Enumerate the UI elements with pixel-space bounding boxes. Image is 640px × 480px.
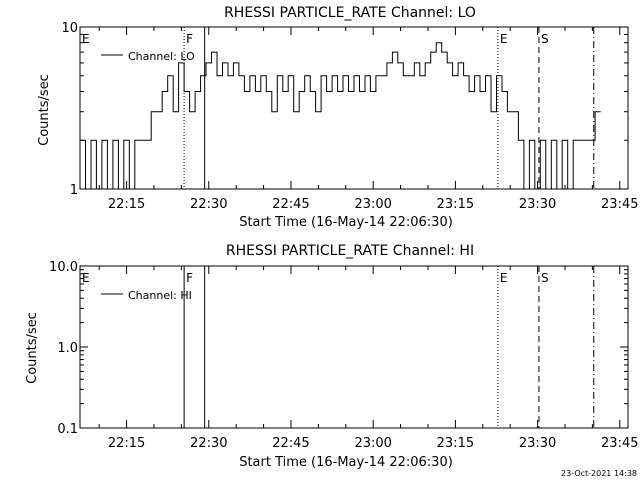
x-tick-label: 23:45	[601, 197, 638, 212]
chart-title-lo: RHESSI PARTICLE_RATE Channel: LO	[224, 5, 476, 21]
x-tick-label: 23:30	[519, 436, 556, 451]
chart-title-hi: RHESSI PARTICLE_RATE Channel: HI	[226, 243, 474, 259]
x-tick-label: 23:30	[519, 197, 556, 212]
x-tick-label: 23:45	[601, 436, 638, 451]
x-tick-label: 23:15	[437, 436, 474, 451]
y-tick-label: 1	[70, 183, 78, 198]
x-tick-label: 22:30	[190, 436, 227, 451]
x-tick-label: 23:00	[354, 197, 391, 212]
event-marker-label: E	[500, 271, 508, 285]
event-marker-label: S	[541, 32, 549, 46]
x-tick-label: 22:15	[108, 436, 145, 451]
x-tick-label: 22:45	[272, 436, 309, 451]
series-line	[80, 42, 601, 190]
panel-lo: RHESSI PARTICLE_RATE Channel: LO Counts/…	[37, 5, 639, 230]
x-tick-label: 23:15	[437, 197, 474, 212]
legend-label: Channel: HI	[128, 289, 192, 302]
event-marker-label: F	[186, 271, 193, 285]
event-marker-label: E	[82, 271, 90, 285]
y-tick-label: 0.1	[57, 422, 78, 437]
event-marker-label: E	[500, 32, 508, 46]
event-marker-label: E	[82, 32, 90, 46]
y-axis-label-lo: Counts/sec	[37, 74, 52, 146]
event-marker-label: S	[541, 271, 549, 285]
y-tick-label: 10	[61, 21, 78, 36]
y-axis-label-hi: Counts/sec	[25, 312, 40, 384]
x-tick-label: 22:15	[108, 197, 145, 212]
footer-date: 23-Oct-2021 14:38	[561, 469, 637, 478]
x-axis-label-lo: Start Time (16-May-14 22:06:30)	[239, 215, 453, 230]
x-axis-label-hi: Start Time (16-May-14 22:06:30)	[239, 455, 453, 470]
y-tick-label: 1.0	[57, 341, 78, 356]
plot-frame	[79, 26, 629, 190]
legend-label: Channel: LO	[128, 50, 195, 63]
event-marker-label: F	[186, 32, 193, 46]
x-tick-label: 22:30	[190, 197, 227, 212]
x-tick-label: 22:45	[272, 197, 309, 212]
x-tick-label: 23:00	[354, 436, 391, 451]
panel-hi: RHESSI PARTICLE_RATE Channel: HI Counts/…	[25, 243, 639, 470]
y-tick-label: 10.0	[49, 260, 78, 275]
